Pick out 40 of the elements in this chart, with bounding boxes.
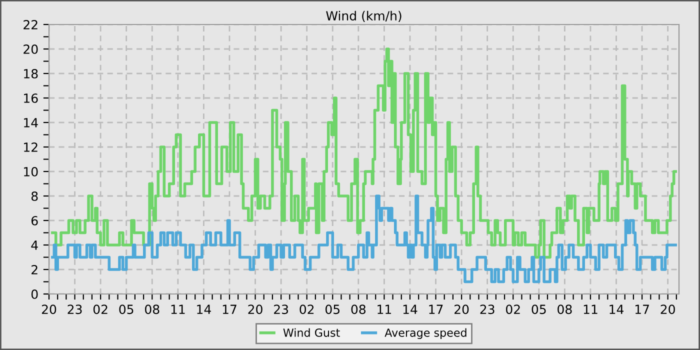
x-tick-label: 17 — [429, 304, 443, 314]
x-tick-label: 02 — [506, 304, 520, 314]
x-tick-label: 14 — [403, 304, 418, 314]
y-tick-label: 12 — [24, 142, 38, 152]
x-tick-label: 05 — [119, 304, 134, 314]
x-tick-label: 20 — [660, 304, 675, 314]
x-tick-label: 20 — [42, 304, 56, 314]
x-tick-label: 02 — [93, 304, 108, 314]
y-tick-label: 22 — [24, 20, 38, 30]
y-tick-label: 4 — [31, 240, 38, 250]
x-tick-label: 02 — [300, 304, 314, 314]
x-tick-label: 05 — [532, 304, 546, 314]
x-tick-label: 11 — [378, 304, 391, 314]
x-tick-label: 17 — [222, 304, 236, 314]
x-tick-label: 08 — [145, 304, 160, 314]
y-tick-label: 16 — [24, 93, 38, 103]
y-tick-label: 2 — [32, 264, 38, 274]
x-tick-label: 05 — [326, 304, 340, 314]
x-tick-label: 08 — [351, 304, 366, 314]
x-tick-label: 08 — [558, 304, 572, 314]
y-tick-label: 18 — [24, 68, 38, 78]
y-tick-label: 10 — [24, 166, 38, 176]
x-tick-label: 14 — [610, 304, 624, 314]
legend-label: Wind Gust — [283, 328, 340, 337]
y-tick-label: 8 — [31, 191, 38, 201]
x-tick-label: 20 — [454, 304, 469, 314]
legend-label: Average speed — [384, 328, 466, 340]
chart-title: Wind (km/h) — [326, 10, 402, 22]
x-tick-label: 11 — [584, 304, 598, 314]
y-tick-label: 6 — [32, 216, 38, 226]
x-tick-label: 20 — [248, 304, 262, 314]
x-tick-label: 11 — [171, 304, 185, 314]
y-tick-label: 14 — [24, 118, 38, 128]
y-tick-label: 0 — [31, 289, 38, 299]
x-tick-label: 17 — [635, 304, 649, 314]
x-tick-label: 23 — [274, 304, 288, 314]
x-tick-label: 23 — [480, 304, 494, 314]
x-tick-label: 14 — [197, 304, 211, 314]
x-tick-label: 23 — [68, 304, 82, 314]
y-tick-label: 20 — [24, 44, 38, 54]
